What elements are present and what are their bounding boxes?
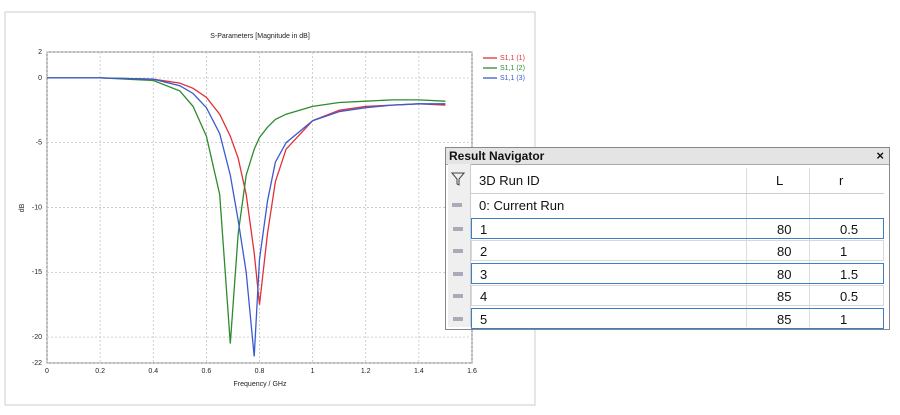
table-cell: 80 xyxy=(777,244,792,259)
row-icon xyxy=(453,271,463,276)
row-icon xyxy=(453,226,463,231)
column-separator xyxy=(809,168,810,327)
table-row[interactable]: 4 85 0.5 xyxy=(453,285,884,306)
legend-label: S1,1 (2) xyxy=(500,65,525,72)
table-row[interactable]: 3 80 1.5 xyxy=(453,262,884,284)
filter-icon[interactable] xyxy=(451,172,465,186)
column-header: r xyxy=(839,173,844,188)
x-tick-label: 0.6 xyxy=(202,368,212,375)
navigator-title: Result Navigator xyxy=(449,149,545,163)
series-line xyxy=(47,77,446,344)
table-cell: 1 xyxy=(840,311,848,327)
series-line xyxy=(47,77,446,357)
y-tick-label: -15 xyxy=(32,269,42,276)
table-cell: 85 xyxy=(777,311,792,327)
table-cell: 0.5 xyxy=(840,221,859,237)
column-header: L xyxy=(776,173,784,188)
row-icon xyxy=(453,249,463,253)
table-cell: 5 xyxy=(480,311,488,327)
x-tick-label: 0 xyxy=(45,368,49,375)
title-bar: Result Navigator × xyxy=(446,148,889,165)
chart-title: S-Parameters [Magnitude in dB] xyxy=(210,33,310,40)
table-row[interactable]: 1 80 0.5 xyxy=(453,217,884,239)
x-axis-label: Frequency / GHz xyxy=(234,381,287,388)
x-tick-label: 0.8 xyxy=(255,368,265,375)
table-cell: 80 xyxy=(777,266,792,282)
legend-label: S1,1 (1) xyxy=(500,55,525,62)
row-icon xyxy=(453,294,463,298)
table-row[interactable]: 0: Current Run xyxy=(452,195,884,216)
table-cell: 1 xyxy=(840,244,848,259)
table-cell: 2 xyxy=(480,244,488,259)
x-tick-label: 1.6 xyxy=(467,368,477,375)
table-row[interactable]: 5 85 1 xyxy=(453,307,884,329)
y-tick-label: -10 xyxy=(32,204,42,211)
table-cell: 1 xyxy=(480,221,488,237)
y-tick-label: 2 xyxy=(38,49,42,56)
y-tick-label: -20 xyxy=(32,334,42,341)
row-gutter xyxy=(448,164,471,327)
column-separator xyxy=(746,168,747,327)
x-tick-label: 0.2 xyxy=(95,368,105,375)
row-icon xyxy=(453,316,463,321)
x-tick-label: 1.4 xyxy=(414,368,424,375)
row-icon xyxy=(452,203,462,207)
table-row[interactable]: 2 80 1 xyxy=(453,240,884,261)
series-line xyxy=(47,77,446,305)
close-button[interactable]: × xyxy=(876,148,884,163)
x-tick-label: 1 xyxy=(311,368,315,375)
x-tick-label: 0.4 xyxy=(148,368,158,375)
table-cell: 80 xyxy=(777,221,792,237)
table-cell: 85 xyxy=(777,289,792,304)
y-tick-label: -5 xyxy=(36,140,42,147)
table-cell: 0: Current Run xyxy=(479,198,565,213)
y-axis-label: dB xyxy=(19,203,26,212)
x-tick-label: 1.2 xyxy=(361,368,371,375)
y-tick-label: 0 xyxy=(38,75,42,82)
y-tick-label: -22 xyxy=(32,360,42,367)
legend-label: S1,1 (3) xyxy=(500,75,525,82)
column-header: 3D Run ID xyxy=(479,173,540,188)
table-cell: 4 xyxy=(480,289,488,304)
table-cell: 0.5 xyxy=(840,289,859,304)
table-cell: 3 xyxy=(480,266,488,282)
table-cell: 1.5 xyxy=(840,266,859,282)
